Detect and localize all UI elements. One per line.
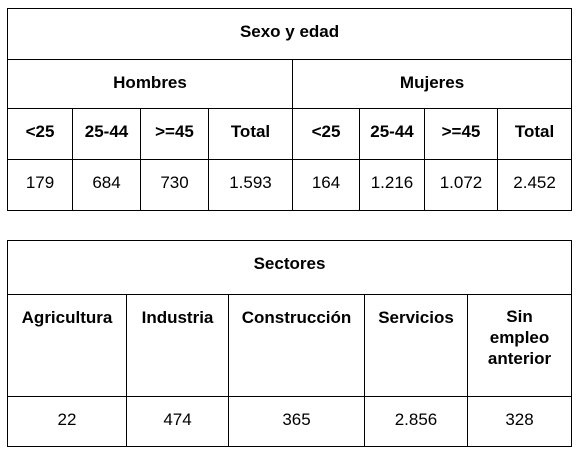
column-header: <25 — [292, 108, 360, 160]
column-header: Agricultura — [7, 294, 127, 397]
cell-value: 164 — [311, 173, 341, 192]
cell-value: 684 — [92, 173, 121, 192]
cell-value: 1.072 — [439, 173, 483, 192]
cell-value: 1.593 — [229, 173, 272, 192]
cell-value: 730 — [160, 173, 189, 192]
column-header: >=45 — [424, 108, 498, 160]
column-header-label: Total — [230, 122, 271, 141]
column-header-label: Servicios — [378, 308, 454, 327]
column-header: 25-44 — [72, 108, 141, 160]
table-cell: 328 — [466, 396, 573, 447]
table-row: 179 684 730 1.593 164 1.216 1.072 2.452 — [7, 159, 573, 211]
cell-value: 1.216 — [370, 173, 414, 192]
table-title: Sexo y edad — [239, 22, 340, 41]
table-row: Agricultura Industria Construcción Servi… — [7, 294, 573, 397]
column-header-label: <25 — [25, 122, 55, 141]
table-cell: 1.593 — [208, 159, 293, 211]
group-header: Hombres — [113, 73, 187, 92]
group-hombres-cell: Hombres — [7, 59, 293, 109]
column-header: Sin empleo anterior — [466, 294, 573, 397]
group-mujeres-cell: Mujeres — [291, 59, 573, 109]
column-header-label: Industria — [141, 308, 214, 327]
table-cell: 1.072 — [424, 159, 498, 211]
column-header: Construcción — [228, 294, 365, 397]
group-header: Mujeres — [399, 73, 465, 92]
cell-value: 328 — [505, 410, 534, 429]
column-header-label: >=45 — [155, 122, 194, 141]
table-cell: 1.216 — [359, 159, 425, 211]
column-header-label: Construcción — [241, 308, 352, 327]
table-cell: 730 — [140, 159, 209, 211]
column-header: Servicios — [364, 294, 468, 397]
column-header-label: <25 — [311, 122, 341, 141]
sexo-edad-table: Sexo y edad Hombres Mujeres <25 25-44 >=… — [6, 8, 573, 211]
header-line: empleo — [489, 328, 550, 347]
column-header-label: Total — [514, 122, 555, 141]
column-header: Total — [496, 108, 573, 160]
column-header: >=45 — [140, 108, 209, 160]
column-header: 25-44 — [359, 108, 425, 160]
header-line: anterior — [487, 349, 552, 368]
cell-value: 365 — [282, 410, 311, 429]
header-line: Sin — [506, 307, 533, 326]
cell-value: 2.452 — [513, 173, 556, 192]
table-row: <25 25-44 >=45 Total <25 25-44 >=45 Tota… — [7, 108, 573, 160]
column-header-label: Agricultura — [21, 308, 113, 327]
table-cell: 684 — [72, 159, 141, 211]
column-header-label: 25-44 — [84, 122, 129, 141]
table-row: 22 474 365 2.856 328 — [7, 396, 573, 447]
table-cell: 474 — [126, 396, 229, 447]
table-cell: 179 — [7, 159, 73, 211]
table-cell: 2.452 — [496, 159, 573, 211]
sectores-table: Sectores Agricultura Industria Construcc… — [6, 240, 573, 447]
table-cell: 365 — [228, 396, 365, 447]
column-header: Total — [208, 108, 293, 160]
cell-value: 474 — [163, 410, 192, 429]
column-header: <25 — [7, 108, 73, 160]
table-cell: 22 — [7, 396, 127, 447]
column-header: Industria — [126, 294, 229, 397]
sectores-title-cell: Sectores — [6, 240, 573, 295]
table-cell: 2.856 — [364, 396, 468, 447]
column-header-label: 25-44 — [370, 122, 414, 141]
column-header-label: Sin empleo anterior — [468, 295, 571, 369]
sexo-edad-title-cell: Sexo y edad — [6, 8, 573, 60]
column-header-label: >=45 — [441, 122, 481, 141]
table-title: Sectores — [253, 254, 326, 273]
table-cell: 164 — [292, 159, 360, 211]
cell-value: 2.856 — [394, 410, 438, 429]
cell-value: 22 — [57, 410, 77, 429]
cell-value: 179 — [25, 173, 55, 192]
